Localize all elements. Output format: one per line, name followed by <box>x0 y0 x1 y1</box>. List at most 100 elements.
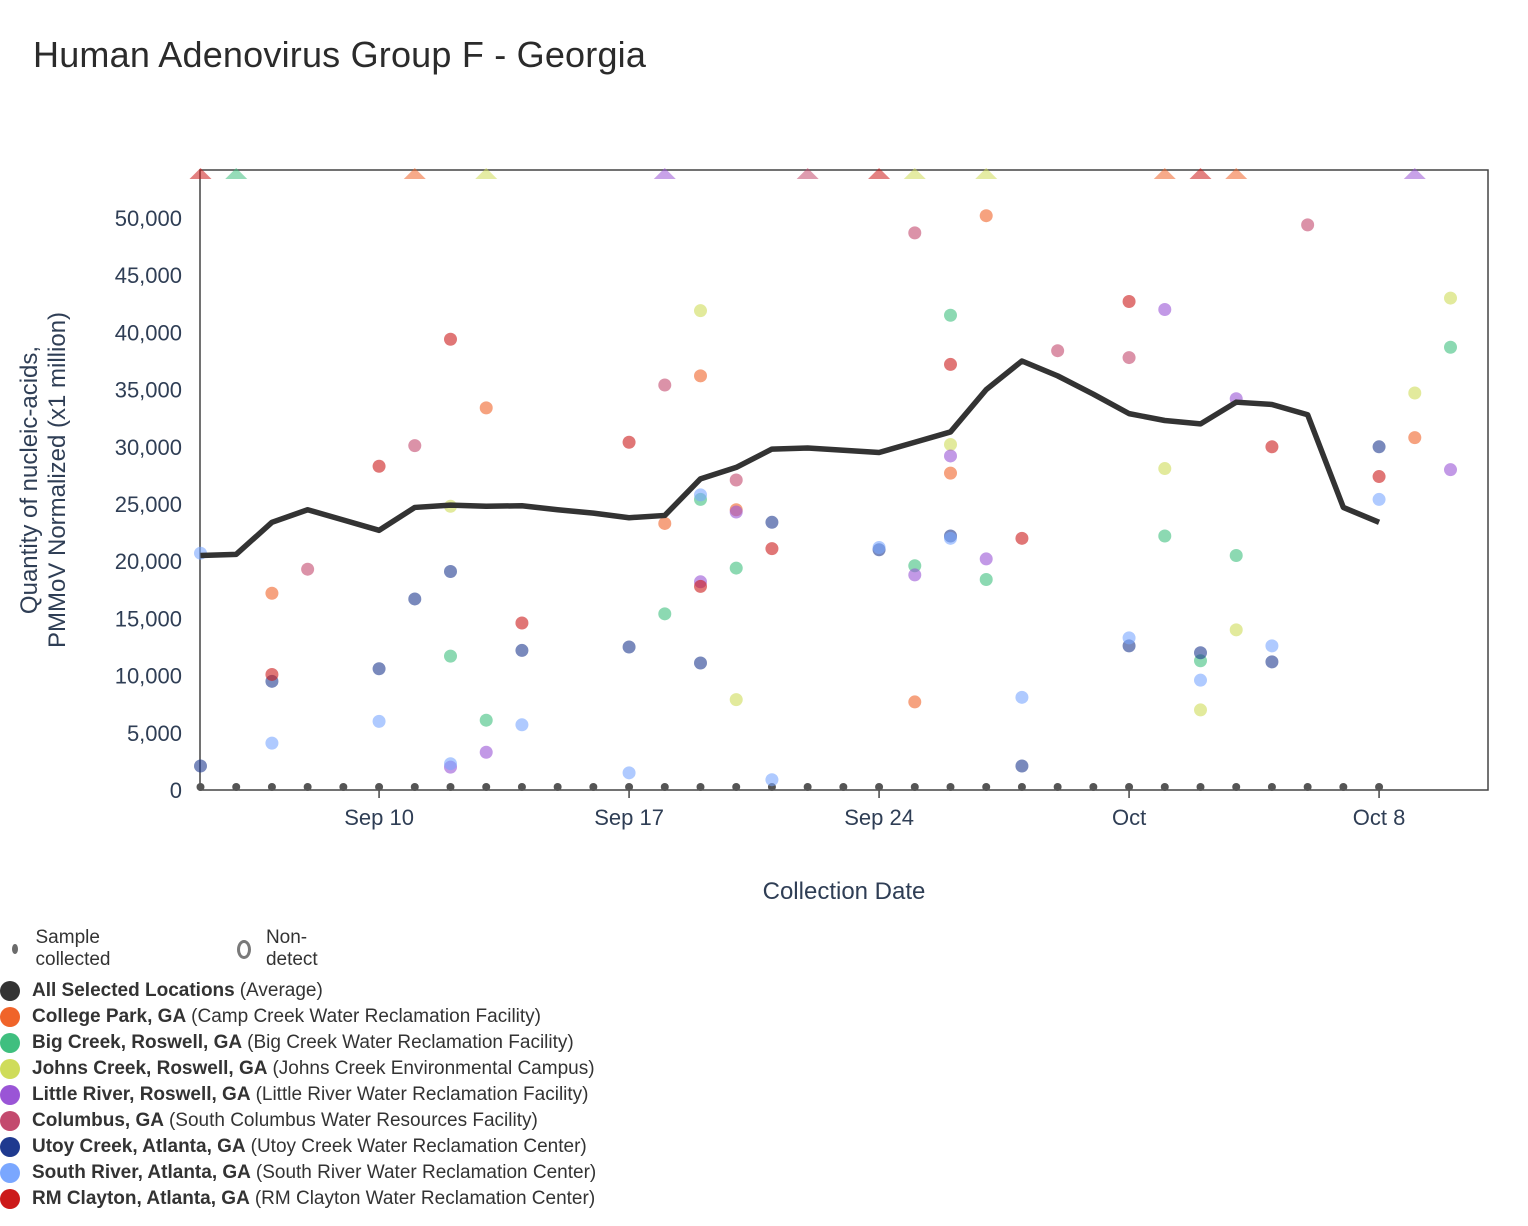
sample-collected-marker <box>910 783 919 791</box>
data-point <box>694 579 707 593</box>
data-point <box>408 592 422 606</box>
legend-item-name: Johns Creek, Roswell, GA <box>32 1058 268 1079</box>
non-detect-marker <box>903 168 926 179</box>
data-point <box>944 466 957 480</box>
data-point <box>444 332 457 346</box>
data-point <box>444 649 457 663</box>
legend-swatch-icon <box>0 1085 20 1105</box>
y-tick-label: 10,000 <box>115 664 182 689</box>
sample-collected-marker <box>589 783 598 791</box>
y-tick-label: 25,000 <box>115 492 182 517</box>
non-detect-marker <box>1189 168 1212 179</box>
legend-item[interactable]: Utoy Creek, Atlanta, GA (Utoy Creek Water… <box>0 1134 587 1160</box>
y-axis-title: Quantity of nucleic-acids, <box>16 346 43 614</box>
sample-collected-marker <box>232 783 241 791</box>
data-point <box>1229 548 1243 562</box>
data-point <box>1194 646 1207 660</box>
data-point <box>515 643 529 657</box>
y-tick-label: 5,000 <box>127 721 182 746</box>
non-detect-marker <box>653 168 676 179</box>
data-point <box>265 736 279 750</box>
sample-collected-marker <box>1196 783 1205 791</box>
sample-collected-marker <box>1375 783 1384 791</box>
y-tick-label: 35,000 <box>115 378 182 403</box>
data-point <box>908 226 922 240</box>
sample-collected-marker <box>303 783 312 791</box>
data-point <box>1301 218 1315 232</box>
data-point <box>658 378 672 392</box>
sample-collected-marker <box>267 783 276 791</box>
data-point <box>1444 463 1457 477</box>
non-detect-label: Non-detect <box>265 927 318 970</box>
data-point <box>979 573 993 587</box>
sample-collected-marker <box>517 783 526 791</box>
legend-item[interactable]: Big Creek, Roswell, GA (Big Creek Water R… <box>0 1030 574 1056</box>
legend-item[interactable]: RM Clayton, Atlanta, GA (RM Clayton Water… <box>0 1186 595 1212</box>
data-point <box>1158 529 1172 543</box>
sample-collected-label: Sample collected <box>35 927 111 970</box>
data-point <box>765 773 779 787</box>
legend-item[interactable]: South River, Atlanta, GA (South River Wat… <box>0 1160 596 1186</box>
data-point <box>1051 344 1065 358</box>
data-point <box>1229 623 1243 637</box>
non-detect-marker <box>868 168 891 179</box>
data-point <box>1015 531 1029 545</box>
data-point <box>944 357 957 371</box>
data-point <box>479 401 493 415</box>
chart-title: Human Adenovirus Group F - Georgia <box>33 34 647 75</box>
sample-collected-marker <box>1160 783 1169 791</box>
data-point <box>908 568 922 582</box>
data-point <box>765 515 779 529</box>
data-point <box>301 562 315 576</box>
data-point <box>1194 703 1207 717</box>
data-point <box>1372 470 1386 484</box>
legend-item[interactable]: Little River, Roswell, GA (Little River W… <box>0 1082 589 1108</box>
x-tick-label: Sep 10 <box>344 805 414 830</box>
legend-swatch-icon <box>0 1033 20 1053</box>
y-axis-title: PMMoV Normalized (x1 million) <box>44 312 71 648</box>
sample-collected-marker <box>875 783 884 791</box>
data-point <box>729 505 743 519</box>
plot-frame <box>199 169 1489 791</box>
data-point <box>979 209 993 223</box>
sample-collected-marker <box>803 783 812 791</box>
data-point <box>944 308 957 322</box>
data-point <box>1265 655 1279 669</box>
chart-svg: 0 5,000 10,000 15,000 20,000 25,000 30,000 35,0… <box>16 168 1489 905</box>
data-point <box>1408 431 1422 445</box>
legend-item-desc: (South Columbus Water Resources Facility… <box>168 1110 538 1131</box>
data-point <box>944 438 957 452</box>
sample-collected-marker <box>196 783 205 791</box>
x-tick-label: Oct <box>1112 805 1146 830</box>
legend-swatch-icon <box>0 981 20 1001</box>
data-point <box>622 766 636 780</box>
legend-item[interactable]: Johns Creek, Roswell, GA (Johns Creek Env… <box>0 1056 595 1082</box>
data-point <box>265 667 279 681</box>
legend-item-desc: (Johns Creek Environmental Campus) <box>272 1058 595 1079</box>
legend-item[interactable]: College Park, GA (Camp Creek Water Reclam… <box>0 1004 541 1030</box>
legend-item-name: All Selected Locations <box>32 980 235 1001</box>
sample-collected-marker <box>339 783 348 791</box>
non-detect-marker <box>1225 168 1248 179</box>
sample-collected-marker <box>375 783 384 791</box>
non-detect-marker <box>189 168 212 179</box>
y-tick-label: 40,000 <box>115 320 182 345</box>
legend-swatch-icon <box>0 1189 20 1209</box>
non-detect-marker <box>475 168 498 179</box>
non-detect-marker <box>796 168 819 179</box>
sample-collected-marker <box>482 783 491 791</box>
data-point <box>729 693 743 707</box>
sample-collected-marker <box>410 783 419 791</box>
x-tick-label: Sep 17 <box>594 805 664 830</box>
legend-sample-collected: Sample collected <box>12 927 115 970</box>
data-point <box>408 439 422 453</box>
data-point <box>694 304 707 318</box>
legend-item-name: South River, Atlanta, GA <box>32 1162 251 1183</box>
sample-collected-marker <box>553 783 562 791</box>
legend-item-desc: (Little River Water Reclamation Facility… <box>255 1084 589 1105</box>
data-point <box>694 369 707 383</box>
legend-item[interactable]: Columbus, GA (South Columbus Water Resour… <box>0 1108 538 1134</box>
legend-item[interactable]: All Selected Locations (Average) <box>0 978 323 1004</box>
data-point <box>694 488 707 502</box>
legend-item-name: College Park, GA <box>32 1006 187 1027</box>
